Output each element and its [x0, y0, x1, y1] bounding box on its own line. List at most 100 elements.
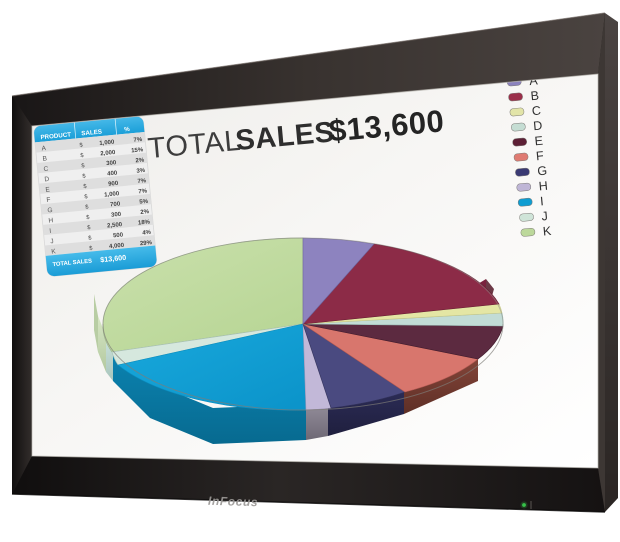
table-cell-currency: $ — [82, 173, 87, 179]
table-col-divider-2 — [114, 118, 117, 135]
legend-swatch-i — [517, 197, 533, 207]
table-row[interactable]: B $2,000 15% — [42, 146, 144, 163]
legend-item[interactable]: H — [516, 179, 548, 196]
legend-label-i: I — [540, 194, 545, 208]
table-row[interactable]: K $4,000 29% — [51, 239, 153, 256]
legend-label-d: D — [533, 119, 543, 134]
table-cell-pct: 2% — [135, 158, 145, 165]
legend-swatch-k — [520, 227, 536, 237]
legend-item[interactable]: I — [517, 194, 545, 210]
table-row[interactable]: G $700 5% — [47, 198, 149, 215]
table-body: A $1,000 7% B $2,000 15% C $300 2% D $400 3% E $900 7%… — [34, 131, 156, 256]
table-cell-sales: 500 — [113, 232, 124, 239]
legend-item[interactable]: F — [513, 149, 545, 166]
legend-label-g: G — [537, 164, 548, 179]
table-cell-sales: 1,000 — [104, 191, 120, 198]
table-cell-currency: $ — [88, 235, 93, 241]
legend-swatch-c — [509, 107, 525, 117]
table-cell-sales: 1,000 — [99, 140, 115, 147]
legend-swatch-d — [511, 122, 526, 132]
table-cell-currency: $ — [85, 204, 90, 210]
table-cell-currency: $ — [80, 153, 85, 159]
pie-slice-F — [302, 323, 479, 393]
table-row[interactable]: D $400 3% — [44, 167, 146, 184]
legend-swatch-b — [508, 92, 523, 102]
table-cell-product: E — [45, 186, 51, 193]
table-cell-sales: 2,000 — [100, 150, 116, 157]
pie-chart-3d — [94, 237, 504, 444]
table-row[interactable]: H $300 2% — [48, 208, 150, 225]
table-row-stripe — [34, 131, 146, 153]
legend-swatch-e — [512, 137, 527, 147]
legend-item[interactable]: C — [509, 103, 542, 120]
table-cell-pct: 29% — [140, 240, 153, 247]
legend-item[interactable]: G — [515, 164, 548, 181]
table-cell-product: D — [44, 176, 50, 183]
table-row[interactable]: A $1,000 7% — [41, 136, 143, 153]
legend-label-a: A — [529, 73, 539, 88]
table-cell-sales: 300 — [111, 212, 122, 219]
bezel-top — [12, 13, 605, 126]
bezel-left — [12, 96, 32, 494]
legend-swatch-f — [513, 152, 529, 162]
table-cell-sales: 2,500 — [107, 222, 123, 229]
table-cell-pct: 2% — [140, 209, 150, 216]
brand-logo: InFocus — [208, 494, 259, 510]
table-cell-sales: 4,000 — [109, 243, 125, 250]
table-footer-row — [45, 245, 157, 277]
table-cell-sales: 300 — [106, 160, 117, 167]
table-row[interactable]: J $500 4% — [50, 229, 152, 246]
table-cell-currency: $ — [81, 163, 86, 169]
pie-top-rim — [102, 237, 504, 411]
legend-label-e: E — [534, 134, 544, 149]
table-row[interactable]: C $300 2% — [43, 157, 145, 174]
table-cell-sales: 900 — [108, 181, 119, 188]
table-cell-pct: 7% — [138, 189, 148, 196]
table-row[interactable]: I $2,500 18% — [49, 218, 151, 235]
table-cell-currency: $ — [86, 215, 91, 221]
table-cell-pct: 7% — [137, 178, 147, 185]
power-led — [522, 503, 526, 507]
table-cell-currency: $ — [83, 184, 88, 190]
bezel-bottom-shadow — [11, 493, 606, 513]
table-cell-pct: 15% — [131, 147, 144, 154]
screen-content: TOTAL SALES $13,600 PRODUCT SALES % A $1,… — [33, 73, 552, 444]
legend-item[interactable]: B — [508, 89, 540, 106]
legend-item[interactable]: E — [512, 134, 544, 151]
legend-label-f: F — [535, 149, 544, 164]
legend-item[interactable]: K — [520, 224, 552, 241]
table-row-stripe — [44, 235, 156, 256]
legend-label-h: H — [538, 179, 548, 194]
legend-label-c: C — [531, 103, 541, 118]
table-header-product: PRODUCT — [40, 131, 71, 141]
table-row[interactable]: E $900 7% — [45, 177, 147, 194]
table-cell-product: B — [42, 155, 48, 162]
pie-side-K-outer — [94, 294, 98, 352]
table-footer-label: TOTAL SALES — [52, 258, 92, 268]
power-led-glow — [520, 501, 528, 509]
legend-swatch-j — [519, 212, 534, 222]
table-cell-product: I — [49, 228, 52, 235]
table-cell-pct: 4% — [142, 230, 152, 237]
legend-item[interactable]: D — [511, 119, 543, 136]
table-cell-sales: 400 — [107, 171, 118, 178]
legend-item[interactable]: J — [519, 209, 548, 226]
table-row-stripe — [36, 152, 148, 174]
pie-side-I — [113, 345, 306, 444]
table-cell-sales: 700 — [110, 201, 121, 208]
pie-side-K — [98, 316, 106, 372]
pie-bottom-rim — [102, 323, 504, 411]
bezel-right-depth — [605, 13, 618, 512]
table-header-row — [34, 116, 145, 143]
brand-area: InFocus — [208, 494, 259, 510]
table-row[interactable]: F $1,000 7% — [46, 188, 148, 205]
table-cell-pct: 18% — [138, 219, 151, 226]
table-cell-product: A — [41, 145, 47, 152]
legend-label-j: J — [541, 209, 548, 224]
sales-table[interactable]: PRODUCT SALES % A $1,000 7% B $2,000 15% C $300… — [33, 116, 157, 277]
bezel-right — [598, 13, 605, 512]
table-cell-product: H — [48, 217, 54, 224]
table-header-pct: % — [124, 126, 131, 134]
